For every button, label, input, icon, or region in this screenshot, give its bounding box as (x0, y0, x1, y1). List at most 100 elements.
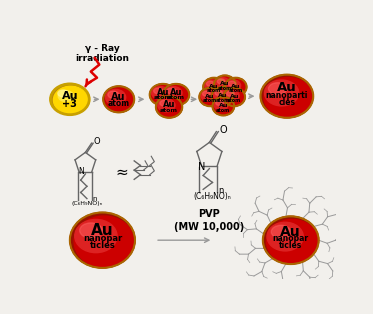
Ellipse shape (226, 80, 241, 91)
Text: O: O (94, 137, 101, 146)
Ellipse shape (263, 216, 319, 264)
Ellipse shape (160, 100, 169, 106)
Ellipse shape (164, 85, 189, 105)
Ellipse shape (214, 99, 228, 110)
Ellipse shape (203, 78, 225, 96)
Text: atom: atom (160, 108, 178, 112)
Ellipse shape (225, 89, 245, 106)
Text: Au: Au (112, 92, 126, 102)
Ellipse shape (214, 98, 234, 115)
Ellipse shape (53, 86, 88, 114)
Text: O: O (219, 125, 227, 135)
Text: atom: atom (227, 98, 241, 103)
Ellipse shape (105, 88, 134, 112)
Text: Au: Au (277, 81, 297, 94)
Ellipse shape (269, 83, 287, 95)
Ellipse shape (50, 84, 89, 115)
Ellipse shape (70, 213, 135, 268)
Ellipse shape (216, 77, 235, 94)
Text: Au: Au (231, 84, 241, 89)
Ellipse shape (58, 91, 74, 102)
Text: ticles: ticles (279, 241, 303, 250)
Ellipse shape (204, 79, 225, 96)
Text: n: n (93, 196, 97, 202)
Ellipse shape (156, 96, 182, 118)
Text: atom: atom (203, 98, 217, 103)
Ellipse shape (213, 88, 233, 105)
Ellipse shape (212, 87, 233, 106)
Ellipse shape (158, 98, 182, 117)
Text: Au: Au (157, 88, 169, 97)
Ellipse shape (58, 90, 68, 97)
Ellipse shape (75, 219, 117, 253)
Ellipse shape (228, 81, 236, 86)
Text: Au: Au (220, 81, 229, 86)
Text: Au: Au (170, 88, 182, 97)
Ellipse shape (214, 75, 236, 94)
Ellipse shape (264, 80, 299, 106)
Text: atom: atom (216, 108, 231, 112)
Text: Au: Au (62, 91, 78, 101)
Text: +3: +3 (62, 99, 77, 109)
Text: atom: atom (167, 95, 185, 100)
Ellipse shape (158, 99, 175, 112)
Ellipse shape (215, 90, 223, 95)
Text: nanopar: nanopar (273, 234, 309, 243)
Ellipse shape (152, 87, 169, 100)
Text: cles: cles (278, 98, 295, 107)
Ellipse shape (226, 91, 234, 96)
Ellipse shape (260, 75, 313, 118)
Text: N: N (198, 162, 205, 172)
Ellipse shape (167, 88, 176, 94)
Text: N: N (78, 167, 84, 176)
Text: atom: atom (207, 88, 221, 93)
Text: atom: atom (229, 88, 243, 93)
Ellipse shape (216, 78, 230, 89)
Text: Au: Au (280, 225, 301, 239)
Text: Au: Au (229, 94, 239, 99)
Ellipse shape (108, 91, 119, 98)
Text: nanopar: nanopar (83, 234, 122, 243)
Ellipse shape (213, 89, 228, 100)
Ellipse shape (225, 78, 247, 96)
Text: Au: Au (209, 84, 219, 89)
Text: Au: Au (206, 94, 215, 99)
Ellipse shape (150, 84, 176, 106)
Ellipse shape (205, 80, 219, 91)
Ellipse shape (201, 89, 221, 106)
Text: Au: Au (91, 224, 114, 238)
Text: atom: atom (108, 99, 130, 108)
Text: nanoparti: nanoparti (266, 91, 308, 100)
Ellipse shape (226, 79, 246, 96)
Ellipse shape (163, 84, 189, 106)
Text: Au: Au (218, 93, 227, 98)
Ellipse shape (80, 223, 103, 238)
Ellipse shape (199, 88, 221, 106)
Text: atom: atom (154, 95, 172, 100)
Text: (C₆H₉NO)ₙ: (C₆H₉NO)ₙ (71, 201, 103, 206)
Ellipse shape (154, 88, 163, 94)
Ellipse shape (266, 219, 318, 263)
Text: γ - Ray
irradiation: γ - Ray irradiation (75, 44, 129, 63)
Ellipse shape (106, 89, 126, 105)
Ellipse shape (216, 100, 223, 106)
Ellipse shape (203, 91, 210, 96)
Text: Au: Au (163, 100, 175, 109)
Text: ≈: ≈ (115, 165, 128, 180)
Ellipse shape (267, 222, 303, 251)
Text: n: n (218, 186, 223, 195)
Ellipse shape (225, 90, 239, 101)
Ellipse shape (201, 90, 215, 101)
Text: ticles: ticles (90, 241, 115, 250)
Text: Au: Au (219, 103, 228, 108)
Text: PVP
(MW 10,000): PVP (MW 10,000) (174, 209, 244, 232)
Ellipse shape (151, 85, 176, 105)
Ellipse shape (271, 225, 291, 238)
Text: atom: atom (218, 86, 232, 91)
Text: atom: atom (216, 98, 230, 103)
Ellipse shape (213, 97, 234, 116)
Text: (C₆H₉NO)ₙ: (C₆H₉NO)ₙ (194, 192, 232, 201)
Ellipse shape (206, 81, 214, 86)
Ellipse shape (103, 86, 134, 112)
Ellipse shape (264, 78, 313, 117)
